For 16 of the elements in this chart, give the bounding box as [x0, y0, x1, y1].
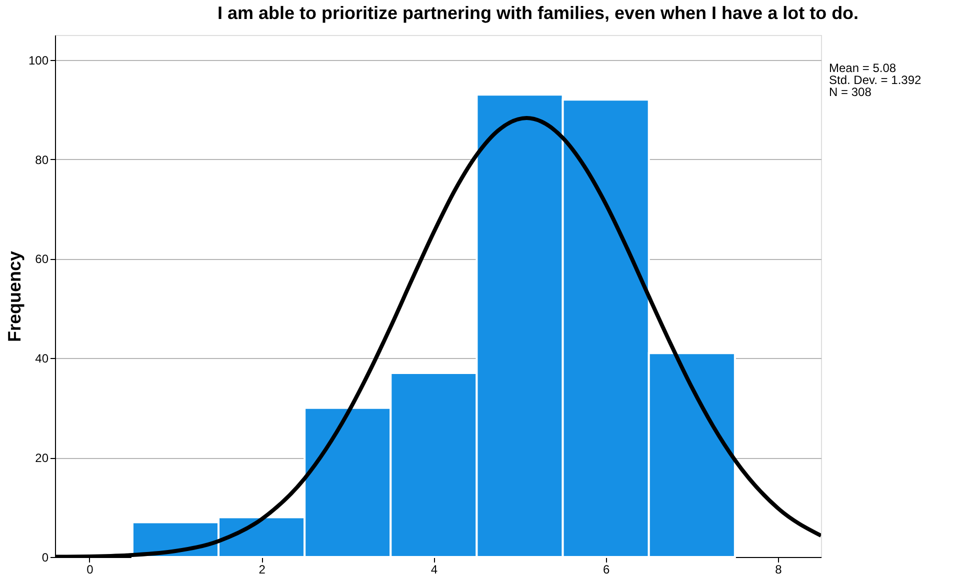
y-tick-label: 100	[28, 53, 49, 68]
y-axis-title: Frequency	[4, 250, 24, 342]
x-tick-label: 8	[775, 562, 782, 576]
chart-title: I am able to prioritize partnering with families, even when I have a lot to do.	[217, 3, 859, 23]
x-tick-label: 6	[602, 562, 610, 576]
text: N = 308	[829, 85, 872, 99]
y-tick-label: 40	[35, 352, 49, 366]
y-tick-label: 80	[35, 152, 49, 167]
text: Std. Dev. = 1.392	[829, 73, 922, 87]
y-tick-label: 0	[42, 550, 49, 564]
x-tick-label: 2	[258, 562, 266, 576]
y-tick-label: 20	[35, 451, 49, 466]
y-tick-label: 60	[35, 252, 49, 266]
x-tick-label: 0	[86, 562, 94, 576]
x-tick-label: 4	[430, 562, 438, 576]
text: Mean = 5.08	[829, 61, 896, 75]
